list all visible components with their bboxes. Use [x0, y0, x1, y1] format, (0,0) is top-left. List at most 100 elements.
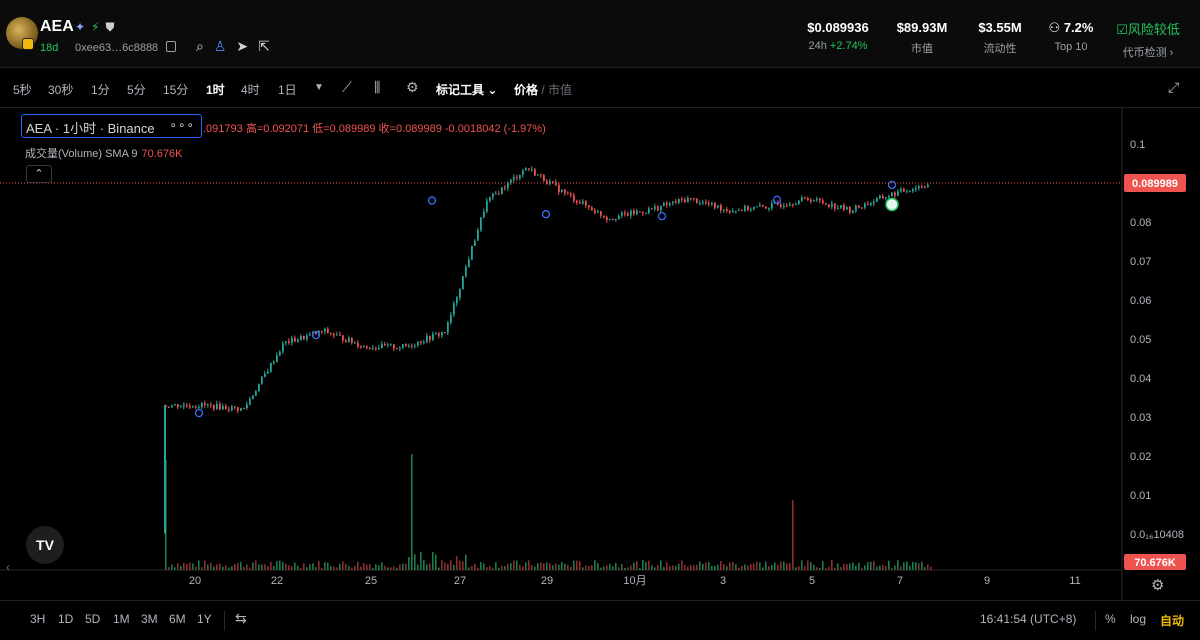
candle-body	[300, 335, 302, 340]
risk-check[interactable]: ☑风险较低 代币检测 ›	[1110, 19, 1186, 60]
candle-body	[690, 197, 692, 199]
volume-bar	[285, 563, 287, 570]
mcap-toggle[interactable]: 市值	[548, 83, 573, 97]
interval-dropdown-icon[interactable]: ▼	[314, 82, 324, 93]
volume-bar	[432, 551, 434, 570]
range-5d[interactable]: 5D	[85, 612, 101, 626]
volume-bar	[816, 567, 818, 570]
volume-bar	[504, 566, 506, 570]
tradingview-logo[interactable]: TV	[26, 526, 64, 564]
volume-bar	[822, 561, 824, 570]
price-chart[interactable]: 0.10.090.080.070.060.050.040.030.020.010…	[0, 108, 1200, 600]
candle-body	[822, 200, 824, 204]
candle-body	[396, 348, 398, 350]
volume-bar	[411, 454, 413, 570]
bottom-bar: 3H 1D 5D 1M 3M 6M 1Y ⇆ 16:41:54 (UTC+8) …	[0, 600, 1200, 640]
chart-settings-icon[interactable]: ⚙	[1151, 577, 1165, 594]
volume-bar	[576, 560, 578, 570]
candle-body	[819, 198, 821, 201]
candle-body	[258, 383, 260, 392]
candle-body	[693, 198, 695, 200]
telegram-icon[interactable]: ➤	[236, 38, 249, 54]
candle-body	[918, 186, 920, 189]
range-1m[interactable]: 1M	[113, 612, 130, 626]
x-tick-label: 5	[809, 575, 815, 587]
user-icon[interactable]: ♙	[213, 38, 227, 54]
interval-5s[interactable]: 5秒	[13, 83, 32, 97]
copy-icon[interactable]	[166, 41, 176, 52]
chart-canvas[interactable]: 0.10.090.080.070.060.050.040.030.020.010…	[0, 108, 1200, 600]
volume-bar	[792, 500, 794, 570]
volume-bar	[363, 563, 365, 570]
volume-bar	[804, 566, 806, 570]
volume-bar	[927, 564, 929, 570]
volume-bar	[840, 567, 842, 570]
volume-bar	[723, 564, 725, 570]
log-toggle[interactable]: log	[1130, 612, 1147, 626]
price-mcap-toggle[interactable]: 价格 / 市值	[514, 83, 573, 97]
percent-toggle[interactable]: %	[1105, 612, 1116, 626]
check-shield-icon: ☑	[1116, 22, 1128, 37]
volume-bar	[309, 564, 311, 570]
price-toggle[interactable]: 价格	[514, 83, 539, 97]
volume-bar	[930, 566, 932, 570]
range-1d[interactable]: 1D	[58, 612, 74, 626]
candle-body	[510, 179, 512, 183]
collapse-legend-button[interactable]: ⌃	[26, 165, 52, 183]
volume-bar	[681, 560, 683, 570]
volume-bar	[630, 565, 632, 570]
volume-bar	[579, 561, 581, 570]
indicator-icon[interactable]: ⟋	[342, 79, 352, 95]
more-icon[interactable]: ∘∘∘	[169, 118, 195, 132]
candle-body	[429, 335, 431, 340]
range-6m[interactable]: 6M	[169, 612, 186, 626]
trade-marker	[311, 330, 321, 340]
symbol-legend[interactable]: AEA · 1小时 · Binance ∘∘∘	[21, 114, 202, 138]
candle-body	[573, 195, 575, 201]
volume-bar	[315, 566, 317, 570]
candle-body	[174, 404, 176, 406]
holders-icon: ⚇	[1048, 20, 1061, 35]
search-icon[interactable]: ⌕	[196, 38, 204, 54]
clock-time[interactable]: 16:41:54 (UTC+8)	[980, 612, 1077, 626]
auto-scale-toggle[interactable]: 自动	[1160, 614, 1185, 628]
y-tick-label: 0.0₁₆10408	[1130, 529, 1184, 541]
volume-bar	[204, 560, 206, 570]
candle-body	[198, 407, 200, 409]
interval-1m[interactable]: 1分	[91, 83, 110, 97]
interval-5m[interactable]: 5分	[127, 83, 146, 97]
candle-type-icon[interactable]: ⫼	[374, 79, 381, 95]
range-3h[interactable]: 3H	[30, 612, 46, 626]
risk-link[interactable]: 代币检测 ›	[1122, 47, 1174, 59]
candle-body	[285, 341, 287, 344]
interval-15m[interactable]: 15分	[163, 83, 189, 97]
candle-body	[633, 210, 635, 215]
volume-bar	[708, 562, 710, 570]
volume-legend-label: 成交量(Volume) SMA 9	[25, 148, 138, 160]
settings-icon[interactable]: ⚙	[406, 79, 419, 95]
mcap-label: 市值	[911, 43, 933, 55]
candle-body	[363, 346, 365, 348]
scroll-left-icon[interactable]: ‹	[6, 560, 10, 574]
range-3m[interactable]: 3M	[141, 612, 158, 626]
volume-bar	[627, 567, 629, 570]
volume-bar	[732, 562, 734, 570]
interval-30s[interactable]: 30秒	[48, 83, 74, 97]
volume-bar	[768, 566, 770, 570]
fullscreen-icon[interactable]: ⤢	[1168, 79, 1180, 95]
date-range-icon[interactable]: ⇆	[235, 610, 247, 626]
share-icon[interactable]: ⇱	[258, 38, 270, 54]
interval-1d[interactable]: 1日	[278, 83, 297, 97]
draw-tools-menu[interactable]: 标记工具 ⌄	[436, 81, 497, 98]
candle-body	[726, 209, 728, 211]
volume-bar	[756, 561, 758, 570]
interval-4h[interactable]: 4时	[241, 83, 260, 97]
range-1y[interactable]: 1Y	[197, 612, 212, 626]
candle-body	[639, 211, 641, 213]
interval-1h[interactable]: 1时	[206, 83, 225, 97]
candle-body	[738, 209, 740, 211]
volume-bar	[276, 561, 278, 570]
candle-body	[168, 406, 170, 408]
candle-body	[846, 207, 848, 210]
contract-address[interactable]: 0xee63…6c8888	[75, 42, 159, 54]
